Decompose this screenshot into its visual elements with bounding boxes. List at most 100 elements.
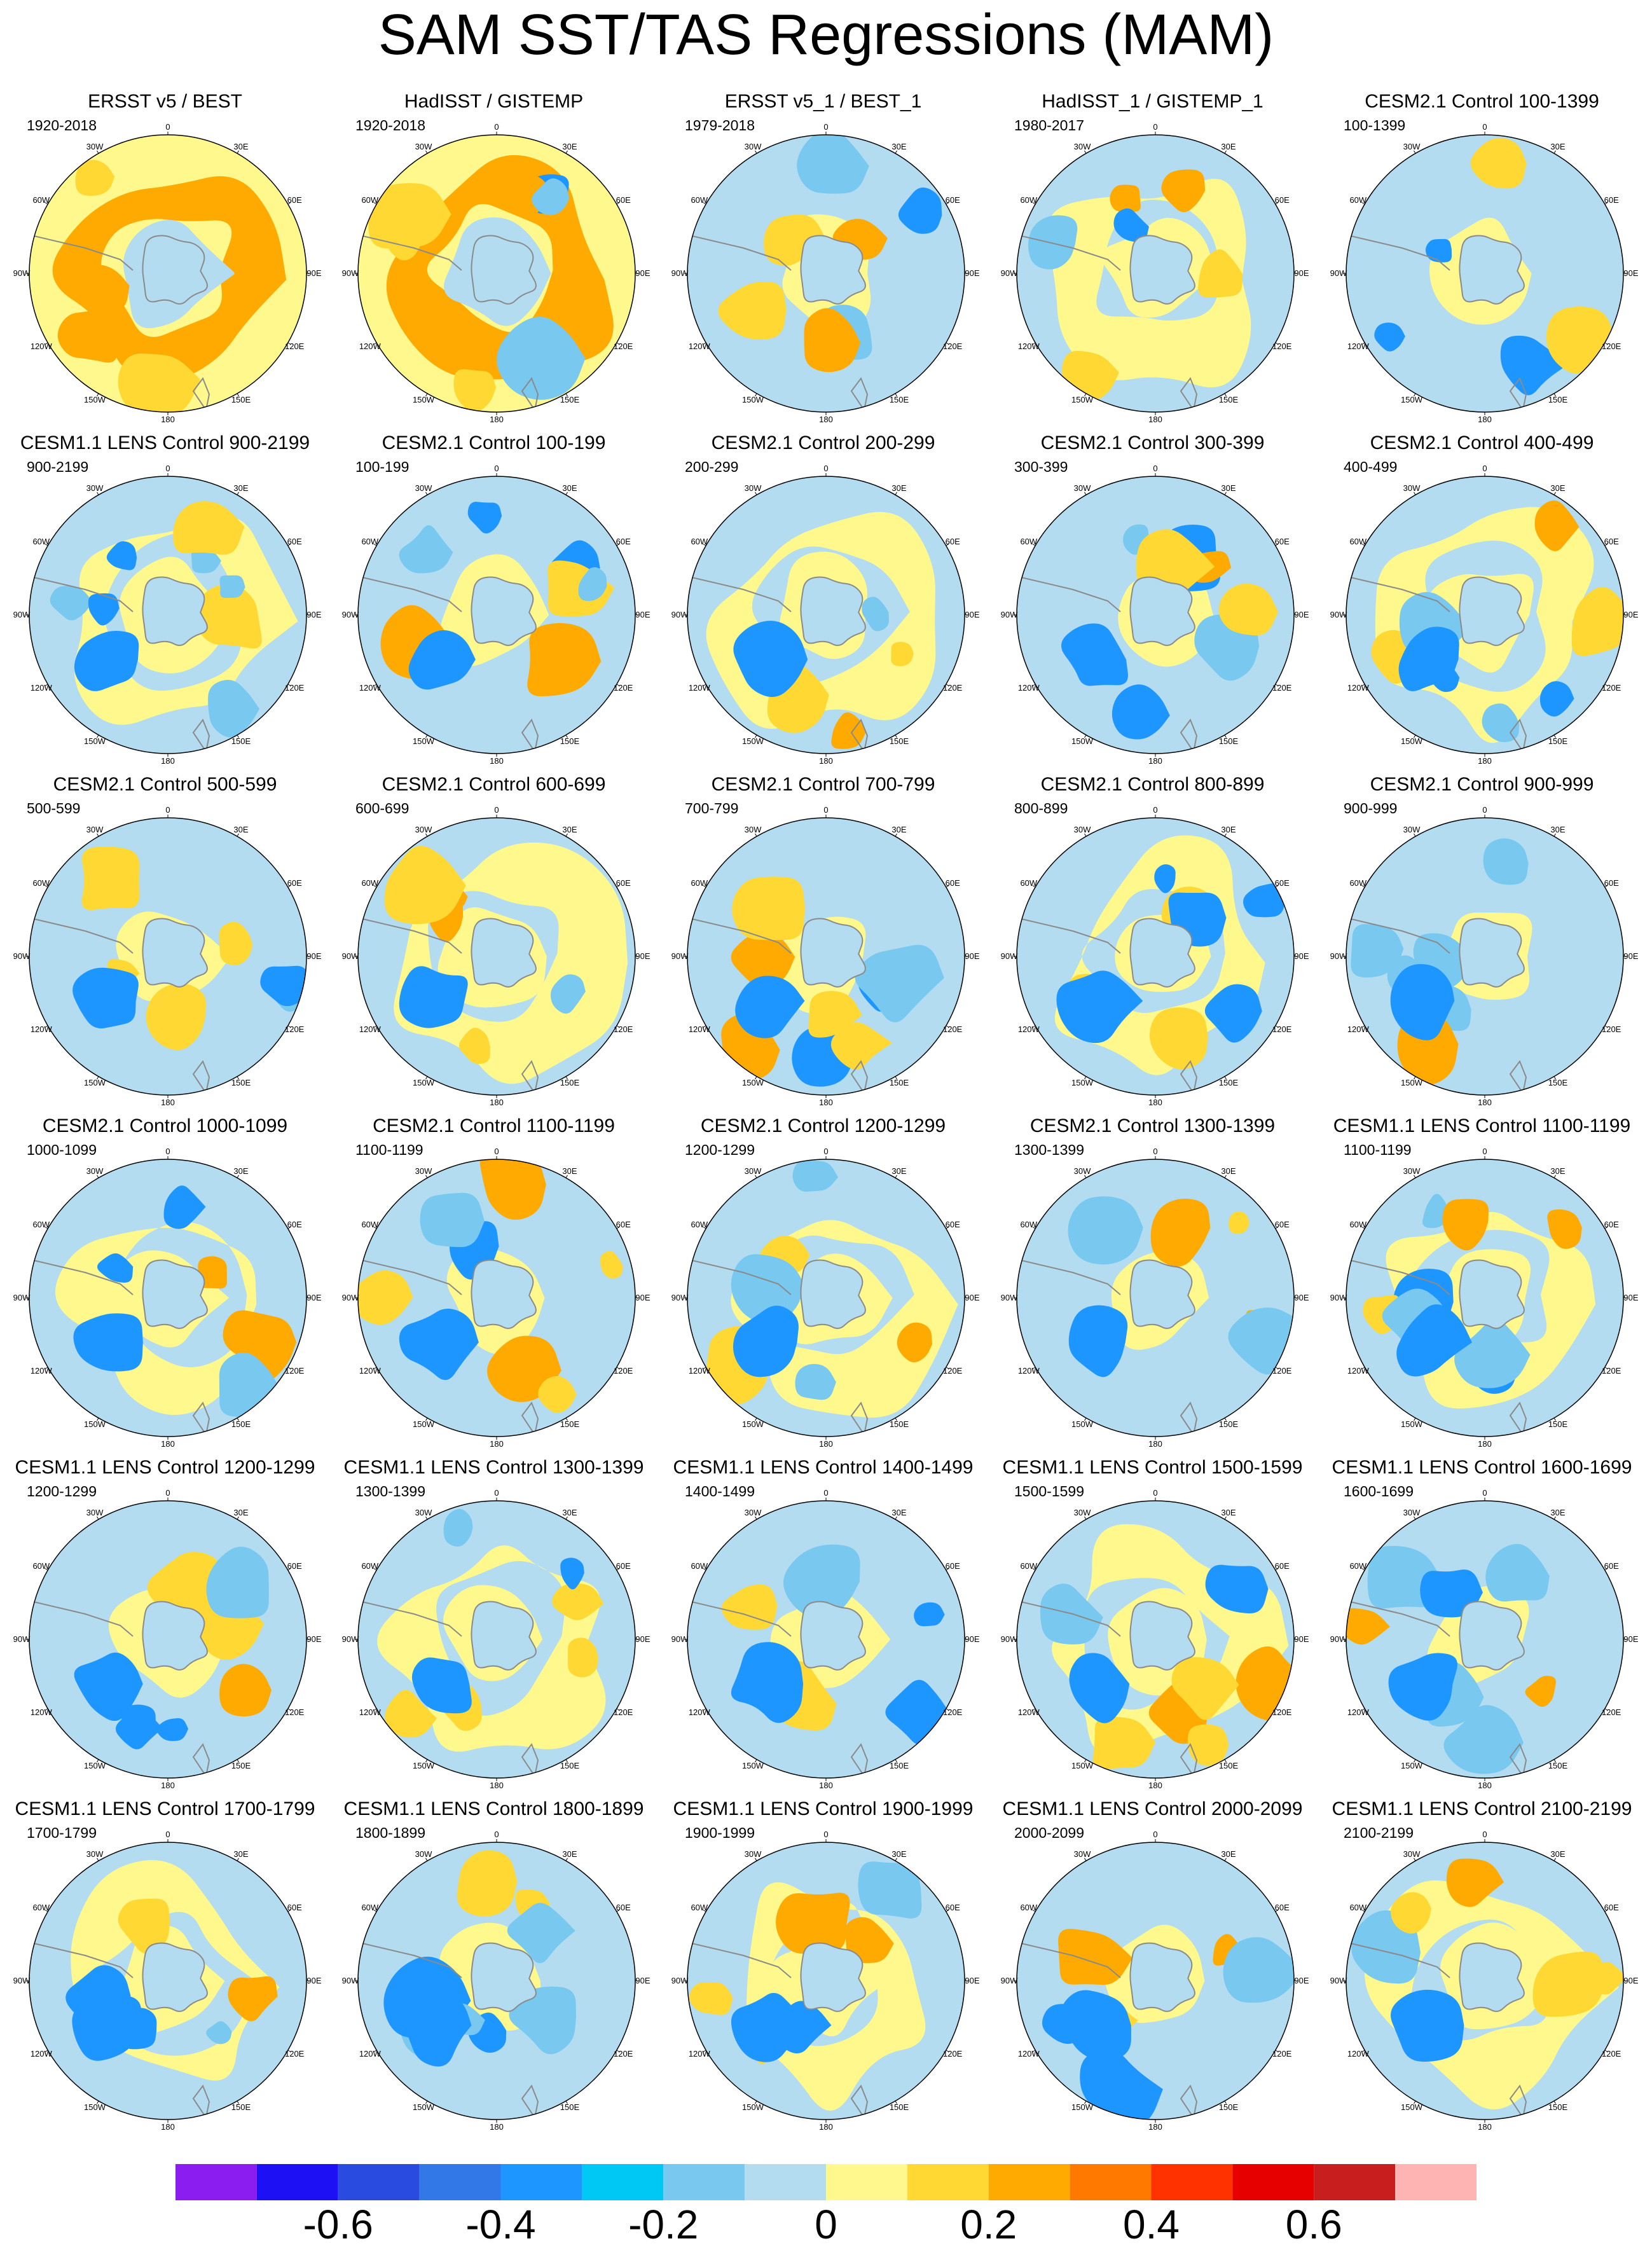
coastline xyxy=(1180,718,1198,754)
longitude-tick xyxy=(97,734,99,738)
longitude-tick xyxy=(237,734,239,738)
longitude-tick xyxy=(565,1516,568,1520)
antarctica-coastline xyxy=(1459,1942,1525,2012)
contour-band xyxy=(1422,1194,1449,1229)
longitude-label: 60E xyxy=(287,195,302,205)
longitude-label: 60W xyxy=(361,537,378,546)
longitude-label: 0 xyxy=(823,1830,828,1839)
contour-band xyxy=(1374,322,1405,352)
longitude-tick xyxy=(895,1858,897,1861)
coastline xyxy=(192,718,210,754)
longitude-label: 0 xyxy=(1482,464,1487,473)
longitude-tick xyxy=(1553,1175,1556,1178)
colorbar-swatch xyxy=(1232,2164,1314,2200)
contour-band xyxy=(228,1976,278,2022)
longitude-label: 60W xyxy=(691,537,708,546)
contour-band xyxy=(1388,1653,1457,1721)
longitude-label: 150E xyxy=(1548,2102,1568,2112)
longitude-label: 90E xyxy=(306,268,321,278)
contour-band xyxy=(1571,587,1623,656)
polar-map: 0 30E 60E 90E 120E 150E 180 150W 120W 90W 60W 30W xyxy=(13,805,322,1107)
polar-map: 0 30E 60E 90E 120E 150E 180 150W 120W 90W 60W 30W xyxy=(1330,805,1639,1107)
longitude-label: 180 xyxy=(490,1439,504,1449)
longitude-tick xyxy=(1032,885,1036,888)
longitude-tick xyxy=(237,150,239,154)
panel-years: 1920-2018 xyxy=(27,117,97,134)
longitude-label: 90E xyxy=(306,951,321,961)
coastline xyxy=(192,1059,210,1095)
longitude-tick xyxy=(1414,1516,1416,1520)
longitude-label: 180 xyxy=(1478,415,1492,424)
contour-band xyxy=(507,1903,575,1964)
contour-band xyxy=(219,1664,272,1717)
longitude-tick xyxy=(565,1417,568,1421)
panel-title: ERSST v5_1 / BEST_1 xyxy=(724,91,922,112)
longitude-label: 150E xyxy=(1219,395,1239,404)
longitude-tick xyxy=(616,342,620,345)
contour-band xyxy=(1188,1724,1229,1766)
contour-band xyxy=(420,1192,485,1248)
longitude-tick xyxy=(1414,393,1416,397)
panel-title: CESM2.1 Control 800-899 xyxy=(1040,774,1265,795)
contour-band xyxy=(897,1322,932,1363)
contour-band xyxy=(1150,1198,1211,1267)
contour-band xyxy=(718,281,787,340)
longitude-tick xyxy=(1275,2050,1279,2052)
longitude-label: 60W xyxy=(361,1903,378,1912)
longitude-tick xyxy=(703,684,706,686)
longitude-tick xyxy=(237,833,239,837)
longitude-label: 90E xyxy=(1623,610,1638,619)
longitude-tick xyxy=(287,544,291,546)
longitude-label: 90E xyxy=(965,1976,979,1985)
longitude-tick xyxy=(703,1910,706,1912)
longitude-tick xyxy=(425,2100,428,2104)
longitude-label: 150W xyxy=(1071,395,1094,404)
longitude-tick xyxy=(1224,492,1227,495)
antarctica-coastline xyxy=(800,235,866,305)
longitude-label: 180 xyxy=(1148,2122,1162,2132)
contour-band xyxy=(1056,970,1143,1044)
longitude-tick xyxy=(565,1175,568,1178)
coastline xyxy=(1180,2084,1198,2120)
panel-years: 1800-1899 xyxy=(355,1824,425,1841)
longitude-tick xyxy=(1361,544,1365,546)
contour-band xyxy=(195,584,262,649)
map-panel: CESM1.1 LENS Control 2000-2099 2000-2099 0… xyxy=(988,1796,1318,2137)
antarctica-coastline xyxy=(142,576,208,646)
longitude-label: 60W xyxy=(1349,537,1366,546)
antarctica-coastline xyxy=(142,1942,208,2012)
longitude-tick xyxy=(373,1227,377,1229)
contour-band xyxy=(891,642,914,666)
colorbar-swatch xyxy=(1395,2164,1476,2200)
colorbar-tick-label: -0.6 xyxy=(303,2202,373,2247)
panel-title: CESM1.1 LENS Control 1500-1599 xyxy=(1002,1457,1303,1478)
contour-band xyxy=(1154,864,1176,893)
longitude-label: 180 xyxy=(1478,1439,1492,1449)
coastline xyxy=(192,376,210,412)
contour-band xyxy=(1539,681,1574,717)
longitude-label: 60W xyxy=(361,1220,378,1229)
regression-field xyxy=(29,1159,306,1437)
contour-band xyxy=(1546,307,1615,374)
contour-band xyxy=(1442,1199,1489,1251)
polar-map: 0 30E 60E 90E 120E 150E 180 150W 120W 90W 60W 30W xyxy=(342,1488,650,1790)
longitude-label: 120W xyxy=(1018,1366,1040,1376)
longitude-label: 150E xyxy=(560,1078,580,1087)
antarctica-coastline xyxy=(1129,235,1195,305)
longitude-tick xyxy=(1032,202,1036,205)
longitude-label: 120E xyxy=(614,1707,633,1717)
longitude-label: 120W xyxy=(1018,341,1040,351)
longitude-label: 150W xyxy=(1401,736,1423,746)
contour-band xyxy=(578,567,607,601)
panel-title: CESM1.1 LENS Control 900-2199 xyxy=(20,432,310,453)
coastline xyxy=(689,1942,792,1978)
longitude-label: 60W xyxy=(1020,195,1037,205)
longitude-tick xyxy=(1224,734,1227,738)
longitude-tick xyxy=(1553,1759,1556,1763)
longitude-label: 0 xyxy=(1153,1830,1157,1839)
longitude-label: 150W xyxy=(1071,736,1094,746)
longitude-label: 30E xyxy=(233,142,248,151)
longitude-label: 150W xyxy=(742,1761,764,1770)
coastline xyxy=(850,1059,869,1095)
antarctica-coastline xyxy=(1129,1259,1195,1329)
